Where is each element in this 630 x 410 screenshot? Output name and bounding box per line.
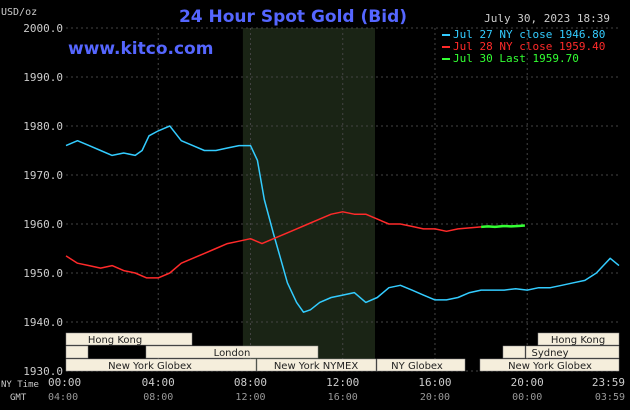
gmt-label: GMT: [10, 393, 27, 403]
session-new-york-nymex: [256, 358, 377, 372]
y-unit-label: USD/oz: [1, 7, 37, 18]
x-tick-gmt-label: 20:00: [420, 392, 450, 403]
series-line-1: [65, 211, 482, 279]
x-tick-gmt-label: 16:00: [328, 392, 358, 403]
session-london-label: London: [214, 348, 251, 359]
x-tick-gmt-label: 12:00: [235, 392, 265, 403]
legend-jul30: Jul 30 Last 1959.70: [453, 52, 579, 65]
ny-time-label: NY Time: [1, 380, 39, 390]
session-new-york-globex-right-label: New York Globex: [508, 361, 592, 372]
x-tick-gmt-label: 04:00: [48, 392, 78, 403]
y-tick-label: 2000.0: [23, 22, 63, 35]
x-tick-ny-label: 16:00: [418, 376, 451, 389]
series-lines: [65, 125, 620, 313]
session-sydney-label: Sydney: [531, 348, 568, 359]
x-tick-ny-label: 08:00: [234, 376, 267, 389]
session-new-york-nymex-label: New York NYMEX: [274, 361, 359, 372]
y-tick-label: 1950.0: [23, 267, 63, 280]
session-ny-globex: [376, 358, 466, 372]
session-hong-kong-right-label: Hong Kong: [551, 335, 605, 346]
x-tick-ny-label: 23:59: [592, 376, 625, 389]
session-ny-globex-label: NY Globex: [391, 361, 443, 372]
x-tick-gmt-label: 03:59: [595, 392, 625, 403]
session-sydney: [525, 345, 620, 359]
chart-title: 24 Hour Spot Gold (Bid): [179, 7, 407, 27]
session-london: [145, 345, 319, 359]
session-sydney-left-stub: [502, 345, 526, 359]
session-hong-kong-left-label: Hong Kong: [88, 335, 142, 346]
session-london-left-stub: [65, 345, 89, 359]
x-axis-ticks: 00:00 04:00 04:00 08:00 08:00 12:00 12:00 16:00…: [48, 376, 625, 403]
y-tick-label: 1970.0: [23, 169, 63, 182]
nymex-highlight: [242, 28, 376, 371]
y-tick-label: 1930.0: [23, 365, 63, 378]
legend: Jul 27 NY close 1946.80 Jul 28 NY close …: [442, 28, 605, 65]
x-tick-gmt-label: 00:00: [512, 392, 542, 403]
x-tick-ny-label: 04:00: [142, 376, 175, 389]
y-tick-label: 1980.0: [23, 120, 63, 133]
session-bars: Hong Kong London New York Globex New Yor…: [65, 332, 620, 372]
y-axis-ticks: 2000.0 1990.0 1980.0 1970.0 1960.0 1950.0 1940…: [23, 22, 63, 378]
session-new-york-globex-left-label: New York Globex: [108, 361, 192, 372]
series-line-0: [65, 125, 620, 313]
chart-date: July 30, 2023 18:39: [484, 12, 610, 25]
x-tick-ny-label: 20:00: [511, 376, 544, 389]
brand-watermark: www.kitco.com: [68, 39, 213, 59]
y-tick-label: 1940.0: [23, 316, 63, 329]
session-new-york-globex-left: [65, 358, 257, 372]
y-tick-label: 1990.0: [23, 71, 63, 84]
series-line-2: [481, 224, 525, 229]
session-hong-kong-left: [65, 332, 193, 346]
x-tick-gmt-label: 08:00: [143, 392, 173, 403]
legend-jul28: Jul 28 NY close 1959.40: [453, 40, 605, 53]
x-tick-ny-label: 00:00: [48, 376, 81, 389]
x-tick-ny-label: 12:00: [326, 376, 359, 389]
session-hong-kong-right: [537, 332, 620, 346]
y-tick-label: 1960.0: [23, 218, 63, 231]
legend-jul27: Jul 27 NY close 1946.80: [453, 28, 605, 41]
session-new-york-globex-right: [479, 358, 620, 372]
